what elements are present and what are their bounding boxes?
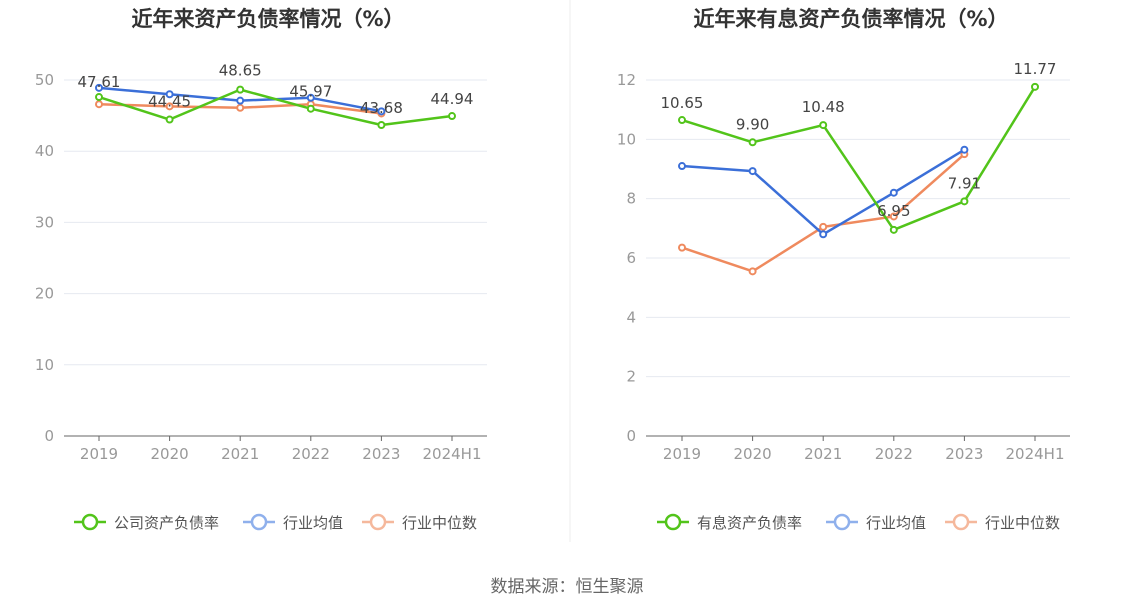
data-point — [748, 167, 757, 176]
data-point — [236, 96, 245, 105]
x-tick-label: 2021 — [221, 445, 259, 463]
data-point — [1031, 82, 1039, 91]
y-tick-label: 10 — [617, 130, 636, 148]
data-point — [819, 222, 828, 231]
data-point — [95, 83, 103, 92]
data-point — [678, 162, 686, 171]
legend-marker — [833, 513, 851, 531]
data-point — [448, 112, 456, 121]
y-tick-label: 30 — [35, 213, 54, 231]
data-label: 43.68 — [360, 99, 403, 117]
data-point — [306, 104, 315, 113]
data-point — [889, 212, 898, 221]
x-tick-label: 2022 — [875, 445, 913, 463]
data-label: 10.48 — [802, 98, 845, 116]
y-tick-label: 6 — [626, 249, 636, 267]
data-label: 45.97 — [289, 83, 332, 101]
x-tick-label: 2023 — [362, 445, 400, 463]
y-tick-label: 20 — [35, 285, 54, 303]
data-point — [306, 93, 315, 102]
data-label: 6.95 — [877, 202, 910, 220]
chart-title: 近年来资产负债率情况（%） — [131, 7, 404, 31]
y-tick-label: 40 — [35, 142, 54, 160]
data-label: 44.45 — [148, 93, 191, 111]
data-point — [960, 197, 969, 206]
x-tick-label: 2023 — [945, 445, 983, 463]
data-point — [678, 243, 686, 252]
data-label: 47.61 — [78, 73, 121, 91]
y-tick-label: 0 — [626, 427, 636, 445]
legend-marker — [952, 513, 970, 531]
data-point — [889, 188, 898, 197]
data-point — [678, 116, 686, 125]
chart-asset-liability-ratio: 近年来资产负债率情况（%） 0 10 20 30 40 50 2019 2020 2021 2022… — [35, 7, 487, 532]
data-point — [95, 100, 103, 109]
y-tick-label: 12 — [617, 71, 636, 89]
y-tick-label: 50 — [35, 71, 54, 89]
series-line — [681, 86, 1037, 232]
data-label: 10.65 — [661, 94, 704, 112]
legend-marker — [664, 513, 682, 531]
data-point — [889, 225, 898, 234]
x-tick-label: 2020 — [734, 445, 772, 463]
data-label: 11.77 — [1014, 60, 1057, 78]
y-tick-label: 4 — [626, 308, 636, 326]
data-label: 9.90 — [736, 115, 769, 133]
data-point — [95, 93, 103, 102]
data-point — [819, 230, 828, 239]
chart-interest-bearing-liability-ratio: 近年来有息资产负债率情况（%） 0 2 4 6 8 10 12 2019 2020 2021 2022… — [617, 7, 1070, 532]
x-tick-label: 2020 — [151, 445, 189, 463]
data-point — [960, 145, 969, 154]
legend-marker — [250, 513, 268, 531]
data-label: 7.91 — [948, 174, 981, 192]
x-tick-label: 2021 — [804, 445, 842, 463]
data-point — [165, 102, 174, 111]
data-point — [165, 115, 174, 124]
data-label: 48.65 — [219, 62, 262, 80]
x-tick-label: 2024H1 — [423, 445, 482, 463]
data-point — [819, 121, 828, 130]
legend-label: 行业中位数 — [402, 514, 477, 532]
series-line — [98, 88, 453, 127]
y-tick-label: 8 — [626, 190, 636, 208]
legend-marker — [81, 513, 99, 531]
legend-label: 公司资产负债率 — [114, 514, 219, 532]
legend-label: 有息资产负债率 — [697, 514, 802, 532]
chart-title: 近年来有息资产负债率情况（%） — [693, 7, 1008, 31]
x-tick-label: 2019 — [80, 445, 118, 463]
data-point — [377, 120, 386, 129]
x-tick-label: 2024H1 — [1006, 445, 1065, 463]
legend-label: 行业均值 — [283, 514, 343, 532]
y-tick-label: 10 — [35, 356, 54, 374]
data-point — [748, 138, 757, 147]
legend-label: 行业均值 — [866, 514, 926, 532]
y-tick-label: 2 — [626, 368, 636, 386]
data-label: 44.94 — [431, 90, 474, 108]
data-point — [236, 103, 245, 112]
data-point — [377, 107, 386, 116]
legend-marker — [369, 513, 387, 531]
series-line — [681, 153, 966, 273]
legend-label: 行业中位数 — [985, 514, 1060, 532]
x-tick-label: 2022 — [292, 445, 330, 463]
data-point — [748, 267, 757, 276]
x-tick-label: 2019 — [663, 445, 701, 463]
data-point — [165, 90, 174, 99]
data-point — [236, 85, 245, 94]
y-tick-label: 0 — [44, 427, 54, 445]
data-source-note: 数据来源：恒生聚源 — [490, 577, 644, 597]
